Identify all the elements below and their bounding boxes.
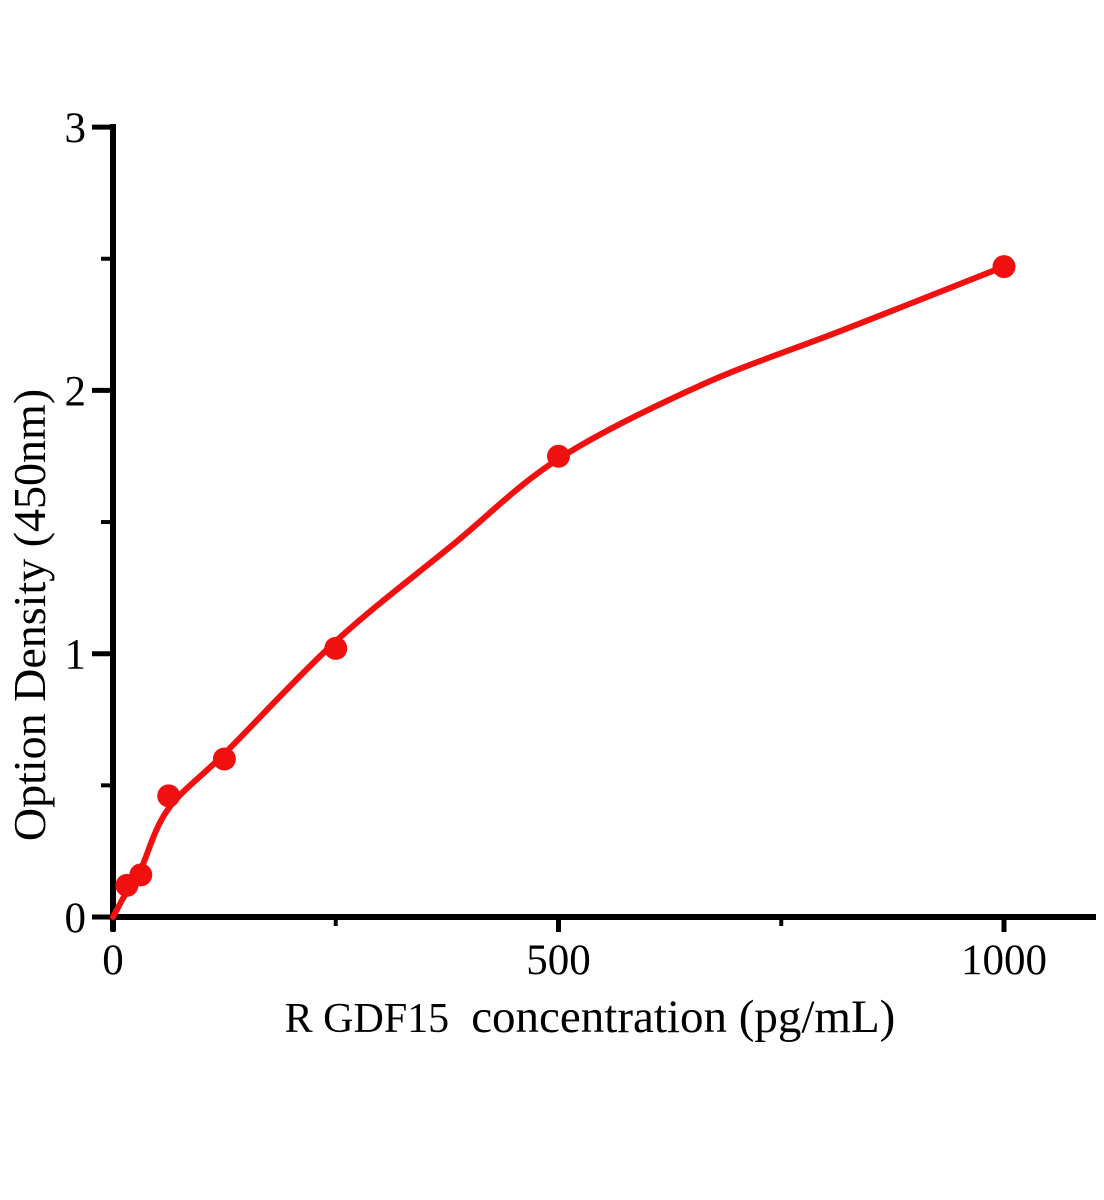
data-point [324, 636, 348, 660]
y-tick-label: 2 [65, 368, 87, 415]
data-point [129, 863, 153, 887]
y-tick-label: 3 [65, 105, 87, 152]
x-axis-title-prefix: R GDF15 [284, 996, 450, 1042]
data-point [992, 255, 1016, 279]
x-tick-label: 500 [526, 937, 591, 984]
y-axis-title: Option Density (450nm) [4, 388, 55, 842]
x-tick-label: 0 [102, 937, 124, 984]
fit-curve [110, 263, 1007, 920]
y-tick-label: 1 [65, 632, 87, 679]
data-point [157, 784, 181, 808]
data-point [547, 444, 570, 468]
data-point [212, 747, 236, 771]
y-tick-label: 0 [65, 895, 87, 942]
x-axis-title-main: concentration (pg/mL) [471, 991, 896, 1043]
x-axis-title: R GDF15 concentration (pg/mL) [140, 990, 1040, 1050]
x-tick-label: 1000 [961, 937, 1047, 984]
